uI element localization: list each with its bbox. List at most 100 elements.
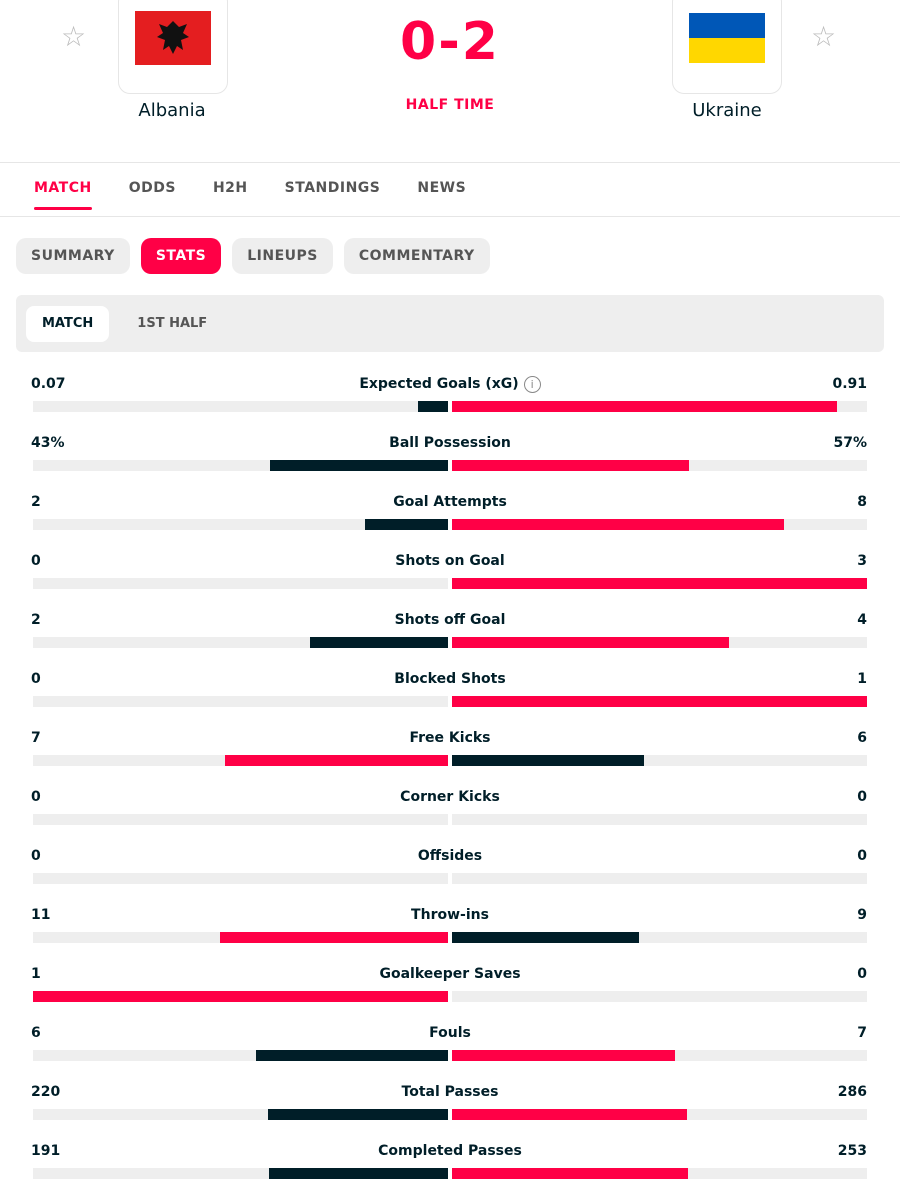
bar-track <box>33 519 448 530</box>
home-bar <box>365 519 448 530</box>
stat-label: Throw-ins <box>411 907 489 923</box>
subtab[interactable]: LINEUPS <box>232 238 333 274</box>
stat-name: Ball Possession <box>250 435 650 451</box>
subtab[interactable]: STATS <box>140 238 222 274</box>
home-value: 220 <box>31 1084 61 1100</box>
stat-label: Fouls <box>429 1025 471 1041</box>
home-bar <box>267 1109 448 1120</box>
away-flag[interactable] <box>672 0 782 94</box>
away-bar <box>452 637 729 648</box>
stat-label: Ball Possession <box>389 435 511 451</box>
stat-label: Expected Goals (xG) <box>359 376 519 392</box>
home-flag[interactable] <box>118 0 228 94</box>
home-value: 191 <box>31 1143 61 1159</box>
score: 0-2 <box>400 12 500 72</box>
home-value: 11 <box>31 907 51 923</box>
stat-label: Completed Passes <box>378 1143 522 1159</box>
stat-name: Completed Passes <box>250 1143 650 1159</box>
bar-track <box>452 991 867 1002</box>
flag-ukraine <box>689 13 765 63</box>
flag-albania <box>135 11 211 65</box>
away-bar <box>452 578 867 589</box>
bar-track <box>452 755 867 766</box>
home-value: 6 <box>31 1025 41 1041</box>
subtab[interactable]: SUMMARY <box>16 238 130 274</box>
away-bar <box>452 1109 687 1120</box>
home-bar <box>418 401 448 412</box>
bar-track <box>33 401 448 412</box>
away-value: 0 <box>857 966 867 982</box>
favorite-star[interactable]: ☆ <box>61 20 87 53</box>
away-value: 9 <box>857 907 867 923</box>
home-value: 7 <box>31 730 41 746</box>
stat-name: Fouls <box>250 1025 650 1041</box>
home-value: 0 <box>31 553 41 569</box>
home-value: 2 <box>31 612 41 628</box>
bar-track <box>33 696 448 707</box>
away-value: 4 <box>857 612 867 628</box>
stat-label: Shots off Goal <box>394 612 506 628</box>
tab[interactable]: H2H <box>212 180 248 196</box>
home-value: 0 <box>31 848 41 864</box>
stat-name: Shots off Goal <box>250 612 650 628</box>
stat-label: Goalkeeper Saves <box>379 966 521 982</box>
home-bar <box>269 1168 448 1179</box>
home-bar <box>269 460 448 471</box>
tabs: MATCH ODDS H2H STANDINGS NEWS <box>34 180 466 210</box>
bar-track <box>452 873 867 884</box>
home-bar <box>309 637 448 648</box>
period-tab[interactable]: MATCH <box>26 306 110 342</box>
period-panel <box>16 295 884 352</box>
bar-track <box>33 1050 448 1061</box>
away-value: 7 <box>857 1025 867 1041</box>
period-tab[interactable]: 1ST HALF <box>137 316 208 331</box>
home-bar <box>219 932 448 943</box>
away-value: 3 <box>857 553 867 569</box>
tab[interactable]: ODDS <box>128 180 176 196</box>
bar-track <box>452 814 867 825</box>
tab[interactable]: NEWS <box>417 180 467 196</box>
home-bar <box>224 755 448 766</box>
away-value: 1 <box>857 671 867 687</box>
stat-label: Offsides <box>417 848 483 864</box>
stat-name: Expected Goals (xG) i <box>250 376 650 393</box>
stat-name: Blocked Shots <box>250 671 650 687</box>
stat-label: Corner Kicks <box>400 789 500 805</box>
home-team[interactable]: Albania <box>138 100 206 121</box>
away-team[interactable]: Ukraine <box>692 100 762 121</box>
away-bar <box>452 1050 676 1061</box>
stat-label: Goal Attempts <box>393 494 507 510</box>
bar-track <box>33 814 448 825</box>
info-icon[interactable]: i <box>523 376 541 393</box>
bar-track <box>33 637 448 648</box>
away-value: 253 <box>837 1143 867 1159</box>
stat-label: Blocked Shots <box>394 671 506 687</box>
stat-name: Offsides <box>250 848 650 864</box>
match-status: HALF TIME <box>405 97 495 113</box>
away-bar <box>452 932 639 943</box>
stat-name: Goalkeeper Saves <box>250 966 650 982</box>
favorite-star[interactable]: ☆ <box>811 20 837 53</box>
stat-name: Throw-ins <box>250 907 650 923</box>
bar-track <box>33 873 448 884</box>
divider <box>0 162 900 163</box>
away-bar <box>452 460 689 471</box>
stat-name: Shots on Goal <box>250 553 650 569</box>
away-value: 0 <box>857 848 867 864</box>
subtab[interactable]: COMMENTARY <box>343 238 490 274</box>
home-value: 43% <box>31 435 65 451</box>
away-bar <box>452 401 838 412</box>
stat-name: Total Passes <box>250 1084 650 1100</box>
away-bar <box>452 755 644 766</box>
home-value: 0.07 <box>31 376 66 392</box>
bar-track <box>452 932 867 943</box>
home-value: 1 <box>31 966 41 982</box>
tab[interactable]: MATCH <box>34 180 92 210</box>
home-bar <box>256 1050 448 1061</box>
away-value: 0.91 <box>832 376 867 392</box>
tab[interactable]: STANDINGS <box>284 180 381 196</box>
subtabs: SUMMARY STATS LINEUPS COMMENTARY <box>16 238 490 274</box>
home-value: 0 <box>31 789 41 805</box>
stat-label: Total Passes <box>401 1084 499 1100</box>
